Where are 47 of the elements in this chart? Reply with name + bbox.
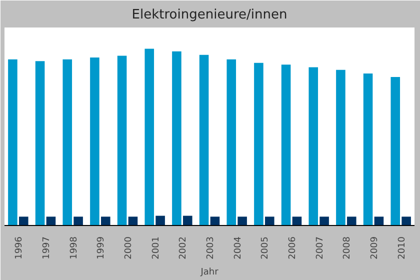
x-tick-label: 2002 (178, 236, 189, 260)
x-tick-label: 1996 (14, 236, 25, 260)
bar (320, 216, 329, 226)
bar (390, 77, 400, 226)
x-tick-label: 1997 (42, 236, 52, 260)
bar (182, 216, 192, 226)
x-tick-label: 2000 (124, 236, 134, 260)
bar (281, 64, 291, 226)
bar (100, 216, 110, 226)
x-tick-label: 1998 (69, 236, 80, 260)
x-tick-label: 1999 (96, 236, 107, 260)
x-tick-label: 2009 (370, 236, 380, 260)
x-tick-label: 2005 (260, 236, 271, 260)
bar (402, 216, 411, 226)
bar (117, 56, 127, 226)
bar (292, 216, 302, 226)
bar (8, 59, 18, 226)
bar (336, 70, 346, 226)
bar (238, 216, 247, 226)
chart-title: Elektroingenieure/innen (132, 8, 288, 22)
bar (62, 59, 72, 226)
bar (210, 216, 220, 226)
bar (264, 216, 274, 226)
bar (90, 58, 100, 226)
bar (363, 73, 373, 226)
x-tick-label: 2004 (233, 236, 244, 260)
x-axis-title: Jahr (200, 267, 219, 278)
bar (254, 62, 264, 226)
x-tick-label: 2006 (288, 236, 298, 260)
x-tick-label: 2007 (315, 236, 326, 260)
bar (374, 216, 384, 226)
bar (35, 61, 45, 226)
x-tick-label: 2008 (342, 236, 353, 260)
bar (18, 216, 28, 226)
bar (128, 216, 138, 226)
bar (346, 216, 356, 226)
bar (199, 54, 209, 226)
x-tick-label: 2010 (397, 236, 408, 260)
bar (46, 216, 56, 226)
bar (74, 216, 83, 226)
x-tick-label: 2001 (151, 236, 162, 260)
bar (226, 59, 236, 226)
bar (308, 67, 318, 226)
bar (156, 216, 165, 226)
bar (144, 48, 154, 226)
bar (172, 51, 182, 226)
x-tick-label: 2003 (206, 236, 216, 260)
